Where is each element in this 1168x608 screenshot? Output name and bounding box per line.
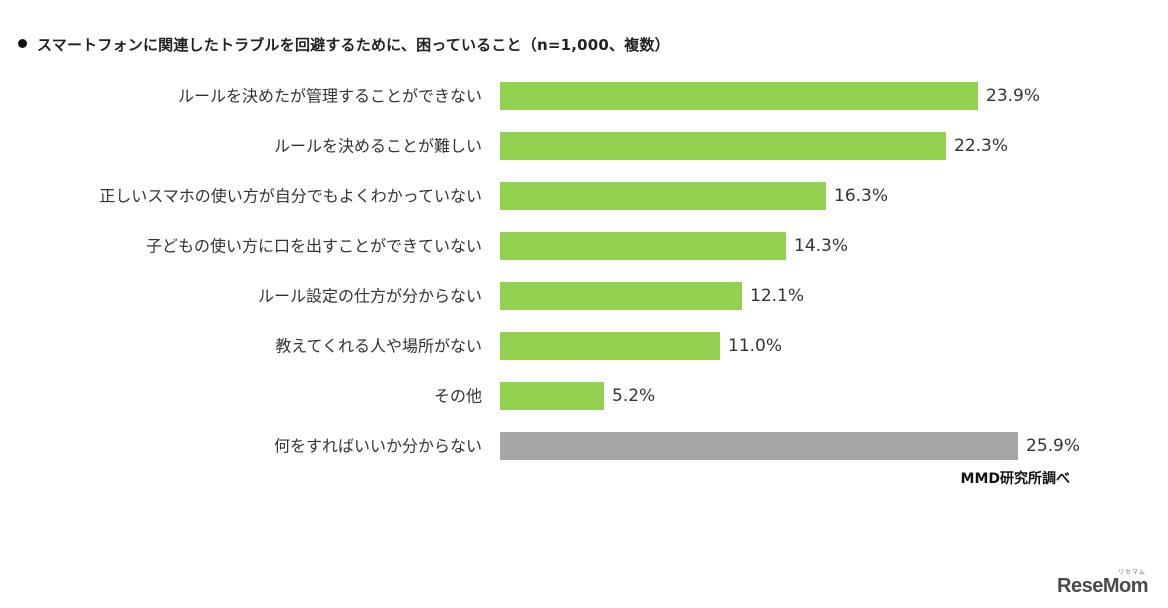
category-label: その他 (434, 387, 482, 406)
value-label: 12.1% (750, 286, 804, 306)
value-label: 11.0% (728, 336, 782, 356)
bar (500, 382, 604, 410)
value-label: 5.2% (612, 386, 655, 406)
watermark-text: ReseMom (1057, 575, 1148, 597)
source-note: MMD研究所調べ (960, 471, 1070, 487)
value-label: 14.3% (794, 236, 848, 256)
bar (500, 232, 786, 260)
bullet-icon (18, 39, 27, 48)
bar (500, 182, 826, 210)
chart-title-text: スマートフォンに関連したトラブルを回避するために、困っていること（n=1,000… (37, 36, 670, 54)
value-label: 25.9% (1026, 436, 1080, 456)
value-label: 22.3% (954, 136, 1008, 156)
category-label: 正しいスマホの使い方が自分でもよくわかっていない (99, 187, 482, 206)
value-label: 23.9% (986, 86, 1040, 106)
bar (500, 282, 742, 310)
chart-title: スマートフォンに関連したトラブルを回避するために、困っていること（n=1,000… (18, 34, 670, 55)
bar (500, 432, 1018, 460)
category-label: ルール設定の仕方が分からない (258, 287, 482, 306)
bar (500, 132, 946, 160)
category-label: ルールを決めることが難しい (274, 137, 482, 156)
category-label: 何をすればいいか分からない (274, 437, 482, 456)
bar (500, 332, 720, 360)
category-label: 教えてくれる人や場所がない (275, 337, 482, 356)
category-label: ルールを決めたが管理することができない (178, 87, 482, 106)
resemom-logo: ReseMom リセマム (1057, 570, 1148, 598)
bar (500, 82, 978, 110)
watermark-sub: リセマム (1117, 570, 1146, 576)
category-label: 子どもの使い方に口を出すことができていない (146, 237, 482, 256)
value-label: 16.3% (834, 186, 888, 206)
